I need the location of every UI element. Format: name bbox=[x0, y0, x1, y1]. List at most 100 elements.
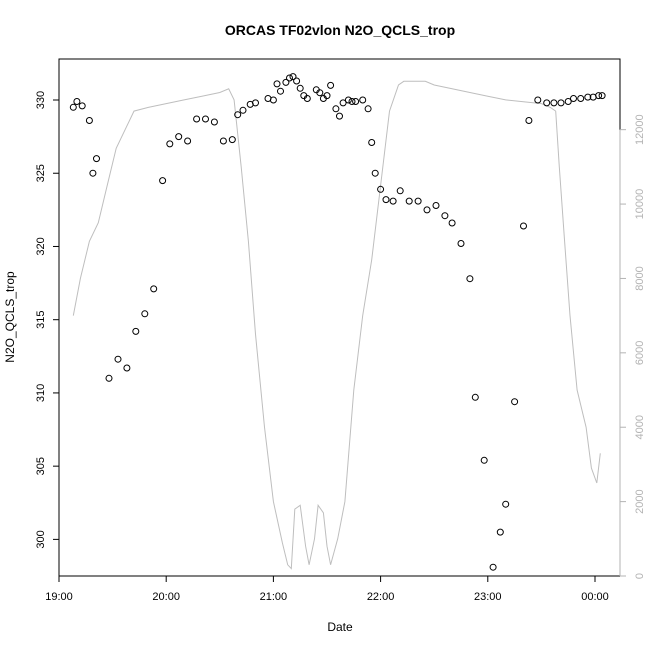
data-point bbox=[564, 98, 572, 105]
y-tick-label: 315 bbox=[35, 311, 47, 329]
chart-title: ORCAS TF02vlon N2O_QCLS_trop bbox=[225, 22, 455, 38]
data-point bbox=[432, 202, 440, 209]
y-axis: 300 305 310 315 320 325 330 bbox=[35, 91, 60, 549]
data-point bbox=[489, 563, 497, 571]
data-point bbox=[336, 112, 343, 120]
data-point bbox=[377, 185, 385, 193]
y-tick-label: 325 bbox=[35, 164, 47, 182]
data-point bbox=[480, 456, 488, 464]
data-point bbox=[339, 99, 347, 107]
data-point bbox=[448, 219, 456, 227]
data-point bbox=[502, 500, 510, 508]
altitude-line bbox=[72, 80, 601, 570]
data-point bbox=[282, 78, 290, 86]
y-right-tick-label: 4000 bbox=[634, 415, 646, 439]
altitude-series bbox=[72, 80, 601, 570]
data-point bbox=[85, 117, 93, 124]
data-point bbox=[150, 285, 158, 293]
data-point bbox=[202, 115, 209, 123]
n2o-series bbox=[69, 73, 606, 571]
x-axis-label: Date bbox=[327, 620, 353, 634]
data-point bbox=[69, 103, 77, 111]
y-tick-label: 300 bbox=[35, 530, 47, 548]
data-point bbox=[389, 197, 397, 205]
data-point bbox=[396, 187, 404, 195]
data-point bbox=[382, 196, 390, 204]
y-right-tick-label: 12000 bbox=[634, 114, 646, 145]
data-point bbox=[184, 137, 192, 145]
data-point bbox=[359, 96, 367, 104]
y-right-tick-label: 10000 bbox=[634, 189, 646, 220]
data-point bbox=[105, 374, 113, 382]
data-point bbox=[496, 528, 504, 536]
data-point bbox=[303, 95, 311, 102]
y-axis-label: N2O_QCLS_trop bbox=[3, 271, 17, 363]
data-point bbox=[466, 275, 474, 283]
y-tick-label: 320 bbox=[35, 237, 47, 255]
data-point bbox=[577, 95, 585, 102]
x-tick-label: 19:00 bbox=[45, 591, 73, 603]
data-point bbox=[344, 96, 352, 104]
data-point bbox=[534, 96, 542, 104]
data-point bbox=[423, 206, 431, 214]
data-point bbox=[166, 140, 174, 148]
y-right-axis: 0 2000 4000 6000 8000 10000 12000 bbox=[619, 114, 646, 579]
data-point bbox=[584, 93, 592, 101]
y-tick-label: 330 bbox=[35, 91, 47, 109]
data-point bbox=[323, 92, 331, 100]
data-point bbox=[550, 99, 558, 107]
data-point bbox=[228, 136, 236, 144]
data-point bbox=[598, 92, 606, 100]
x-tick-label: 23:00 bbox=[474, 591, 502, 603]
data-point bbox=[293, 77, 301, 85]
y-right-tick-label: 8000 bbox=[634, 266, 646, 290]
data-point bbox=[471, 393, 479, 401]
data-point bbox=[557, 99, 565, 107]
data-point bbox=[327, 81, 335, 89]
y-right-tick-label: 6000 bbox=[634, 341, 646, 365]
x-tick-label: 20:00 bbox=[152, 591, 180, 603]
data-point bbox=[316, 89, 324, 97]
data-point bbox=[269, 96, 277, 104]
data-point bbox=[414, 197, 422, 205]
data-point bbox=[210, 118, 218, 126]
data-point bbox=[219, 137, 227, 145]
x-tick-label: 22:00 bbox=[367, 591, 395, 603]
data-point bbox=[352, 98, 360, 105]
data-point bbox=[252, 99, 259, 107]
y-right-tick-label: 2000 bbox=[634, 489, 646, 513]
x-tick-label: 00:00 bbox=[581, 591, 609, 603]
y-tick-label: 310 bbox=[35, 384, 47, 402]
data-point bbox=[132, 327, 140, 335]
data-point bbox=[570, 95, 577, 102]
data-point bbox=[159, 177, 167, 185]
data-point bbox=[73, 98, 81, 105]
data-point bbox=[595, 92, 603, 100]
data-point bbox=[273, 80, 281, 88]
data-point bbox=[286, 74, 293, 82]
data-point bbox=[239, 106, 247, 114]
data-point bbox=[441, 212, 449, 220]
plot-frame bbox=[58, 58, 621, 577]
data-point bbox=[332, 105, 340, 113]
y-tick-label: 305 bbox=[35, 457, 47, 475]
data-point bbox=[520, 222, 527, 230]
x-axis: 19:00 20:00 21:00 22:00 23:00 00:00 bbox=[45, 575, 609, 603]
data-point bbox=[78, 102, 86, 110]
data-point bbox=[175, 133, 183, 141]
x-tick-label: 21:00 bbox=[260, 591, 288, 603]
data-point bbox=[277, 87, 284, 95]
data-point bbox=[141, 310, 149, 318]
data-point bbox=[405, 197, 413, 205]
data-point bbox=[364, 105, 372, 113]
data-point bbox=[525, 117, 533, 124]
data-point bbox=[193, 115, 201, 123]
data-point bbox=[348, 98, 356, 105]
data-point bbox=[289, 73, 297, 81]
data-point bbox=[89, 169, 97, 177]
data-point bbox=[93, 155, 100, 163]
data-point bbox=[457, 240, 465, 247]
data-point bbox=[296, 84, 304, 92]
data-point bbox=[511, 398, 519, 406]
